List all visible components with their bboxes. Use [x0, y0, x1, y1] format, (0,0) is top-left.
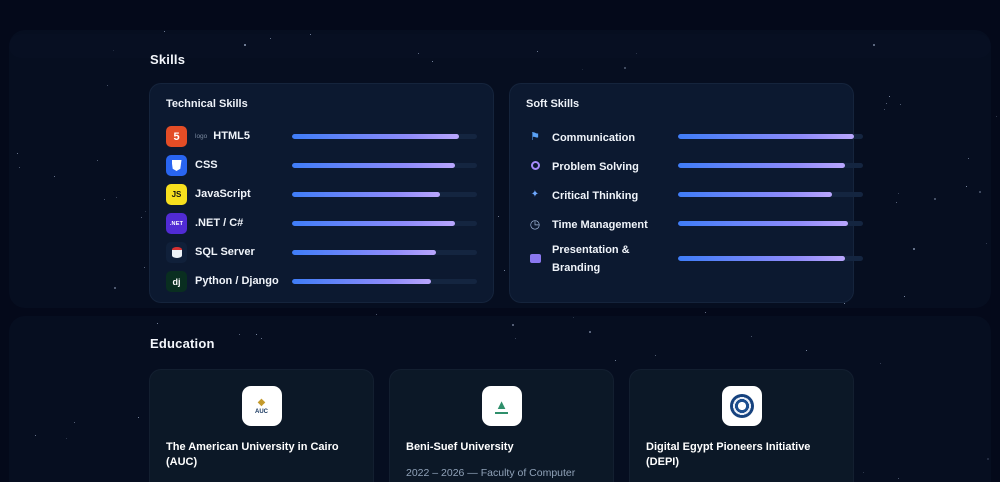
technical-skills-card: Technical Skills 5 logo HTML5 CSS JS [149, 83, 494, 303]
skill-bar [292, 250, 477, 255]
critical-thinking-icon: ✦ [526, 189, 544, 200]
skill-label: Communication [552, 132, 635, 144]
sql-server-icon [166, 242, 187, 263]
skill-row-problem-solving: Problem Solving [526, 151, 837, 180]
skill-bar [678, 134, 863, 139]
html5-icon-alt-text: logo [195, 133, 207, 140]
skill-row-dotnet: .NET .NET / C# [166, 209, 477, 238]
skill-label: CSS [195, 158, 218, 172]
html5-icon: 5 [166, 126, 187, 147]
skill-bar-fill [292, 279, 431, 284]
depi-emblem-icon [730, 394, 754, 418]
skill-bar-fill [292, 134, 459, 139]
skill-label: Presentation & Branding [552, 244, 630, 274]
skill-label: HTML5 [213, 129, 250, 143]
skills-section-title: Skills [150, 52, 991, 67]
django-icon: dj [166, 271, 187, 292]
skill-row-javascript: JS JavaScript [166, 180, 477, 209]
skill-bar [292, 192, 477, 197]
skill-label: Python / Django [195, 274, 279, 288]
skill-bar [292, 221, 477, 226]
skill-row-presentation-branding: Presentation & Branding [526, 238, 837, 278]
skill-label: Time Management [552, 219, 648, 231]
education-card-title: The American University in Cairo (AUC) [166, 440, 357, 470]
bsu-logo: ▲ [482, 386, 522, 426]
skill-label: JavaScript [195, 187, 251, 201]
skill-bar-fill [678, 256, 845, 261]
presentation-branding-icon [526, 254, 544, 263]
skill-row-python-django: dj Python / Django [166, 267, 477, 296]
soft-skills-card: Soft Skills ⚑ Communication Problem Solv… [509, 83, 854, 303]
problem-solving-icon [526, 161, 544, 170]
skill-bar [678, 221, 863, 226]
education-card-auc: ◆ AUC The American University in Cairo (… [149, 369, 374, 482]
skill-bar-fill [678, 221, 848, 226]
skill-label: Problem Solving [552, 161, 639, 173]
skill-label: SQL Server [195, 245, 255, 259]
skill-bar [678, 256, 863, 261]
skill-bar-fill [292, 221, 455, 226]
skills-cards-row: Technical Skills 5 logo HTML5 CSS JS [149, 83, 991, 303]
bsu-emblem-icon: ▲ [495, 398, 508, 414]
skill-bar-fill [292, 163, 455, 168]
skill-bar [292, 163, 477, 168]
skill-bar-fill [678, 192, 832, 197]
skill-bar-fill [678, 163, 845, 168]
education-card-title: Beni-Suef University [406, 440, 597, 455]
dotnet-icon: .NET [166, 213, 187, 234]
communication-icon: ⚑ [526, 130, 544, 143]
skill-row-sql-server: SQL Server [166, 238, 477, 267]
education-card-description: 2022 – 2026 — Faculty of Computer Scienc… [406, 465, 597, 482]
skill-row-css: CSS [166, 151, 477, 180]
skill-bar [292, 279, 477, 284]
auc-logo: ◆ AUC [242, 386, 282, 426]
skill-bar [678, 163, 863, 168]
skill-row-time-management: ◷ Time Management [526, 209, 837, 238]
skill-bar [678, 192, 863, 197]
technical-skills-card-title: Technical Skills [166, 98, 477, 110]
skill-label: Critical Thinking [552, 190, 638, 202]
skill-row-critical-thinking: ✦ Critical Thinking [526, 180, 837, 209]
skill-bar [292, 134, 477, 139]
skill-bar-fill [292, 192, 440, 197]
skill-bar-fill [292, 250, 436, 255]
depi-logo [722, 386, 762, 426]
skill-row-communication: ⚑ Communication [526, 122, 837, 151]
education-card-bsu: ▲ Beni-Suef University 2022 – 2026 — Fac… [389, 369, 614, 482]
javascript-icon: JS [166, 184, 187, 205]
education-card-title: Digital Egypt Pioneers Initiative (DEPI) [646, 440, 837, 470]
education-card-depi: Digital Egypt Pioneers Initiative (DEPI)… [629, 369, 854, 482]
skills-section: Skills Technical Skills 5 logo HTML5 CSS [9, 30, 991, 308]
css-icon [166, 155, 187, 176]
auc-crest-icon: ◆ [258, 398, 266, 408]
education-section: Education ◆ AUC The American University … [9, 316, 991, 482]
soft-skills-card-title: Soft Skills [526, 98, 837, 110]
education-section-title: Education [150, 336, 991, 351]
skill-row-html5: 5 logo HTML5 [166, 122, 477, 151]
time-management-icon: ◷ [526, 217, 544, 231]
skill-label: .NET / C# [195, 216, 243, 230]
education-cards-row: ◆ AUC The American University in Cairo (… [149, 369, 991, 482]
skill-bar-fill [678, 134, 854, 139]
